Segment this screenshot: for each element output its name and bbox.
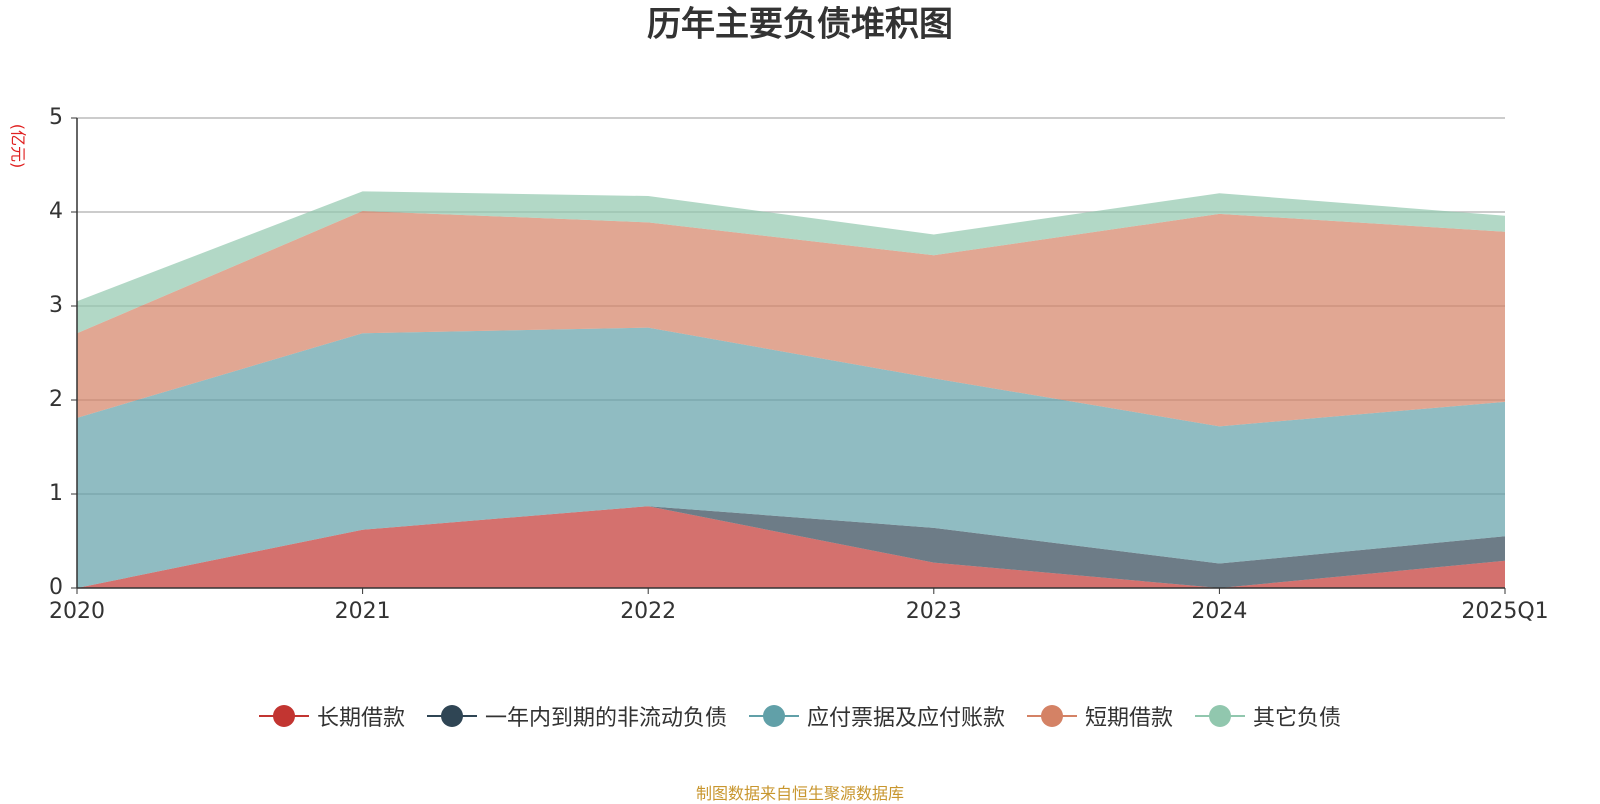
y-axis-label: (亿元): [9, 124, 28, 169]
x-tick-label: 2023: [906, 599, 962, 624]
x-tick-label: 2022: [620, 599, 676, 624]
x-tick-label: 2024: [1191, 599, 1247, 624]
y-tick-label: 0: [49, 575, 63, 600]
legend: 长期借款 一年内到期的非流动负债 应付票据及应付账款 短期借款 其它负债: [0, 700, 1600, 732]
y-tick-label: 5: [49, 105, 63, 130]
legend-marker: [440, 705, 463, 727]
legend-marker: [1041, 705, 1063, 727]
legend-icon: [1027, 705, 1077, 727]
y-tick-label: 2: [49, 387, 63, 412]
legend-item[interactable]: 长期借款: [258, 700, 405, 732]
y-tick-label: 1: [49, 481, 63, 506]
chart-title: 历年主要负债堆积图: [647, 5, 953, 45]
y-tick-label: 4: [49, 199, 63, 224]
area: [77, 191, 1505, 334]
area: [77, 327, 1505, 588]
legend-marker: [1209, 705, 1232, 727]
area: [77, 506, 1505, 588]
area: [77, 211, 1505, 427]
x-tick-label: 2021: [335, 599, 391, 624]
source-note: 制图数据来自恒生聚源数据库: [695, 784, 904, 803]
legend-item[interactable]: 短期借款: [1027, 700, 1173, 732]
legend-label: 短期借款: [1085, 706, 1174, 731]
legend-item[interactable]: 其它负债: [1195, 700, 1341, 732]
legend-label: 长期借款: [316, 706, 405, 731]
legend-item[interactable]: 应付票据及应付账款: [748, 700, 1005, 732]
legend-item[interactable]: 一年内到期的非流动负债: [426, 700, 727, 732]
legend-icon: [426, 705, 477, 727]
legend-icon: [1195, 705, 1246, 727]
legend-icon: [258, 705, 309, 727]
x-tick-label: 2020: [49, 599, 105, 624]
legend-marker: [272, 705, 295, 727]
legend-label: 其它负债: [1253, 706, 1342, 731]
y-tick-label: 3: [49, 293, 63, 318]
chart: 历年主要负债堆积图 (亿元) 0 1 2 3 4 5 2020 2021 2022 2023 202…: [9, 5, 1549, 625]
legend-marker: [762, 705, 785, 727]
x-tick-label: 2025Q1: [1461, 599, 1548, 624]
legend-label: 应付票据及应付账款: [806, 706, 1005, 731]
area: [77, 506, 1505, 588]
legend-label: 一年内到期的非流动负债: [484, 706, 727, 731]
legend-icon: [748, 705, 799, 727]
